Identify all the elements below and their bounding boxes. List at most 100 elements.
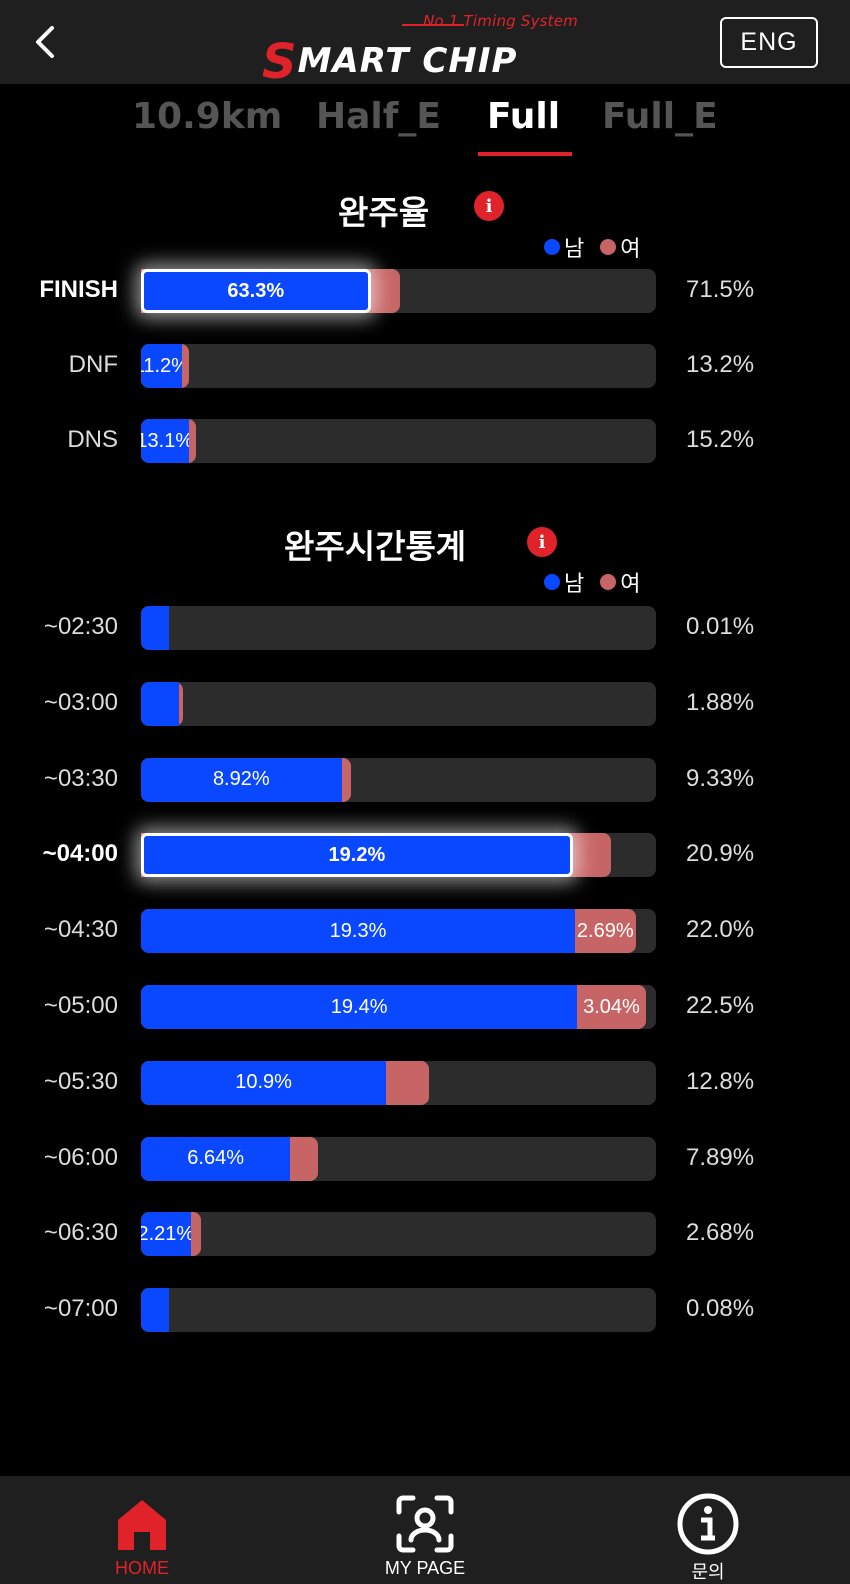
finish-time-legend: 남 여	[544, 566, 641, 598]
finish-time-male-bar: 19.3%	[141, 909, 576, 954]
finish-time-row-label: ~05:00	[43, 992, 118, 1019]
finish-time-row-total: 2.68%	[686, 1219, 755, 1247]
finish-rate-row-label: DNF	[68, 351, 118, 378]
finish-rate-bar-track: 11.2%	[141, 344, 656, 388]
home-icon	[118, 1500, 166, 1550]
finish-rate-male-bar: 13.1%	[141, 419, 189, 463]
finish-time-male-bar: 2.21%	[141, 1212, 191, 1257]
finish-rate-info-icon[interactable]: i	[474, 191, 504, 221]
smart-chip-logo: No.1 Timing System SMART CHIP	[262, 10, 592, 90]
finish-time-row-total: 1.88%	[686, 688, 755, 716]
finish-time-bar-track: 2.21%	[141, 1212, 656, 1257]
legend-female: 여	[620, 572, 641, 597]
female-dot-icon	[600, 574, 617, 590]
finish-time-male-bar: 6.64%	[141, 1136, 291, 1181]
finish-time-row-label: ~05:30	[43, 1067, 118, 1095]
finish-time-row: ~05:00 19.4% 3.04% 22.5%	[0, 985, 850, 1029]
finish-time-bar-track	[141, 606, 656, 650]
nav-home[interactable]: HOME	[42, 1476, 242, 1584]
finish-time-row-total: 20.9%	[686, 840, 755, 868]
finish-time-male-bar: 19.4%	[141, 985, 578, 1029]
finish-time-row-label: ~06:00	[43, 1143, 118, 1171]
finish-rate-title: 완주율	[338, 193, 430, 232]
finish-time-row-total: 0.08%	[686, 1295, 755, 1323]
finish-rate-male-bar: 63.3%	[141, 269, 371, 313]
course-tabs: 10.9km Half_E Full Full_E	[0, 96, 850, 160]
finish-time-male-bar: 19.2%	[141, 833, 573, 878]
finish-time-bar-track: 19.3% 2.69%	[141, 909, 656, 954]
finish-time-row-total: 9.33%	[686, 764, 755, 792]
finish-time-bar-track: 8.92%	[141, 757, 656, 802]
finish-time-row-label: ~04:00	[42, 840, 118, 868]
finish-time-row-label: ~07:00	[43, 1295, 118, 1323]
finish-time-male-bar	[141, 1288, 169, 1333]
language-button[interactable]: ENG	[720, 17, 818, 68]
finish-time-row: ~03:30 8.92% 9.33%	[0, 757, 850, 802]
finish-time-row: ~03:00 1.88%	[0, 681, 850, 726]
tab-half-e[interactable]: Half_E	[316, 96, 442, 137]
finish-time-bar-track: 19.2%	[141, 833, 656, 878]
finish-time-row: ~02:30 0.01%	[0, 606, 850, 650]
face-scan-icon	[396, 1495, 454, 1553]
male-dot-icon	[544, 239, 560, 255]
finish-rate-row-total: 15.2%	[686, 426, 755, 453]
logo-text: MART CHIP	[297, 41, 518, 81]
finish-time-row-total: 12.8%	[686, 1067, 755, 1095]
male-dot-icon	[544, 574, 560, 590]
finish-time-row-label: ~03:00	[43, 688, 118, 716]
finish-time-info-icon[interactable]: i	[527, 527, 557, 557]
legend-male: 남	[564, 572, 585, 597]
finish-time-row: ~07:00 0.08%	[0, 1288, 850, 1333]
finish-rate-bar-track: 63.3%	[141, 269, 656, 313]
chevron-left-icon	[36, 26, 54, 58]
finish-rate-row-label: FINISH	[39, 276, 118, 303]
finish-rate-row-label: DNS	[67, 426, 118, 453]
nav-inquiry[interactable]: 문의	[608, 1476, 808, 1584]
active-tab-indicator	[478, 152, 572, 156]
finish-time-bar-track	[141, 681, 656, 726]
finish-time-row-label: ~06:30	[43, 1219, 118, 1247]
finish-time-row-label: ~04:30	[43, 916, 118, 944]
finish-time-male-bar: 10.9%	[141, 1060, 387, 1105]
nav-my-page-label: MY PAGE	[384, 1558, 466, 1578]
finish-time-title: 완주시간통계	[284, 527, 467, 566]
tab-full[interactable]: Full	[487, 96, 561, 137]
finish-time-row-label: ~02:30	[43, 613, 118, 640]
finish-time-row: ~06:30 2.21% 2.68%	[0, 1212, 850, 1257]
finish-time-row-total: 22.0%	[686, 916, 755, 944]
finish-rate-row: DNF 11.2% 13.2%	[0, 344, 850, 388]
bottom-nav: HOME MY PAGE 문의	[0, 1476, 850, 1584]
finish-rate-row-total: 71.5%	[686, 276, 755, 303]
finish-time-bar-track	[141, 1288, 656, 1333]
finish-time-male-bar	[141, 681, 180, 726]
finish-rate-legend: 남 여	[544, 231, 641, 263]
finish-time-row-total: 0.01%	[686, 613, 755, 640]
nav-my-page[interactable]: MY PAGE	[325, 1476, 525, 1584]
finish-time-row-total: 7.89%	[686, 1143, 755, 1171]
logo-wordmark: SMART CHIP	[262, 28, 518, 90]
finish-time-female-label: 2.69%	[576, 919, 634, 942]
finish-time-bar-track: 10.9%	[141, 1060, 656, 1105]
tab-10-9km[interactable]: 10.9km	[132, 96, 283, 137]
female-dot-icon	[600, 239, 617, 255]
legend-female: 여	[620, 237, 641, 262]
finish-time-bar-track: 6.64%	[141, 1136, 656, 1181]
finish-time-male-bar	[141, 606, 169, 650]
finish-time-female-label: 3.04%	[583, 995, 640, 1018]
tab-full-e[interactable]: Full_E	[602, 96, 718, 137]
finish-time-bar-track: 19.4% 3.04%	[141, 985, 656, 1029]
nav-inquiry-label: 문의	[691, 1562, 725, 1582]
logo-letter: S	[262, 34, 298, 90]
finish-rate-row: DNS 13.1% 15.2%	[0, 419, 850, 463]
finish-time-row: ~04:00 19.2% 20.9%	[0, 833, 850, 878]
logo-line	[402, 24, 464, 26]
finish-rate-bar-track: 13.1%	[141, 419, 656, 463]
finish-time-row: ~04:30 19.3% 2.69% 22.0%	[0, 909, 850, 954]
finish-time-male-bar: 8.92%	[141, 757, 342, 802]
finish-rate-male-bar: 11.2%	[141, 344, 182, 388]
finish-rate-row-total: 13.2%	[686, 351, 755, 378]
app-header: No.1 Timing System SMART CHIP ENG	[0, 0, 850, 90]
back-button[interactable]	[26, 22, 66, 62]
finish-time-row-total: 22.5%	[686, 992, 755, 1019]
finish-time-row: ~05:30 10.9% 12.8%	[0, 1060, 850, 1105]
